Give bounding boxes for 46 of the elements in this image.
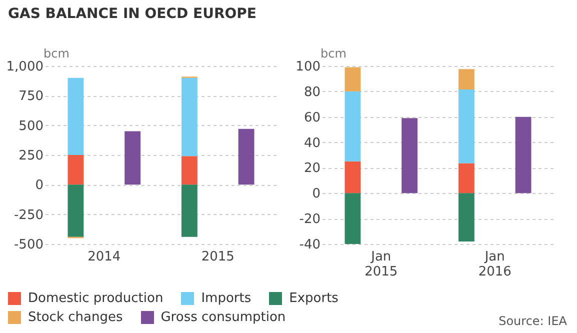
y-tick-label: 20 <box>304 161 320 176</box>
legend-label: Stock changes <box>28 310 123 325</box>
y-tick-label: 80 <box>304 84 320 100</box>
y-tick-label: 60 <box>304 110 320 126</box>
bar <box>124 131 141 185</box>
bar <box>458 193 474 242</box>
y-tick-label: 0 <box>312 186 320 202</box>
y-tick-label: 1,000 <box>6 60 44 74</box>
x-tick-label: 2015 <box>201 250 234 264</box>
legend-label: Imports <box>201 291 252 306</box>
legend-label: Gross consumption <box>160 310 286 325</box>
y-tick-label: -40 <box>299 238 320 252</box>
y-tick-label: -500 <box>14 238 44 252</box>
x-tick-label: 2014 <box>88 250 121 264</box>
y-tick-label: 250 <box>18 148 44 164</box>
legend-label: Domestic production <box>28 291 164 306</box>
bar <box>68 155 84 185</box>
y-axis-title: bcm <box>44 46 70 60</box>
bar <box>344 67 361 92</box>
y-tick-label: 40 <box>304 136 320 151</box>
bar <box>344 91 361 162</box>
bar <box>458 90 474 164</box>
y-tick-label: 100 <box>296 60 320 74</box>
source-note: Source: IEA <box>498 314 567 328</box>
legend-label: Exports <box>289 291 338 306</box>
bar <box>515 116 532 194</box>
bar <box>458 163 474 194</box>
bar <box>344 161 361 194</box>
y-tick-label: 750 <box>18 89 44 104</box>
y-axis-title: bcm <box>320 46 346 60</box>
chart-title: GAS BALANCE IN OECD EUROPE <box>8 6 256 22</box>
bar <box>68 78 84 155</box>
bar <box>181 184 198 237</box>
y-tick-label: 0 <box>35 178 44 194</box>
y-tick-label: -250 <box>14 208 44 223</box>
bar <box>402 118 418 194</box>
bar <box>68 184 84 237</box>
y-tick-label: 500 <box>18 118 44 134</box>
x-tick-label: Jan 2015 <box>364 250 398 280</box>
bar <box>238 128 254 185</box>
bar <box>458 69 474 90</box>
bar <box>181 78 198 156</box>
y-tick-label: -20 <box>299 212 320 228</box>
bar <box>344 193 361 244</box>
bar <box>181 156 198 185</box>
x-tick-label: Jan 2016 <box>478 250 512 280</box>
